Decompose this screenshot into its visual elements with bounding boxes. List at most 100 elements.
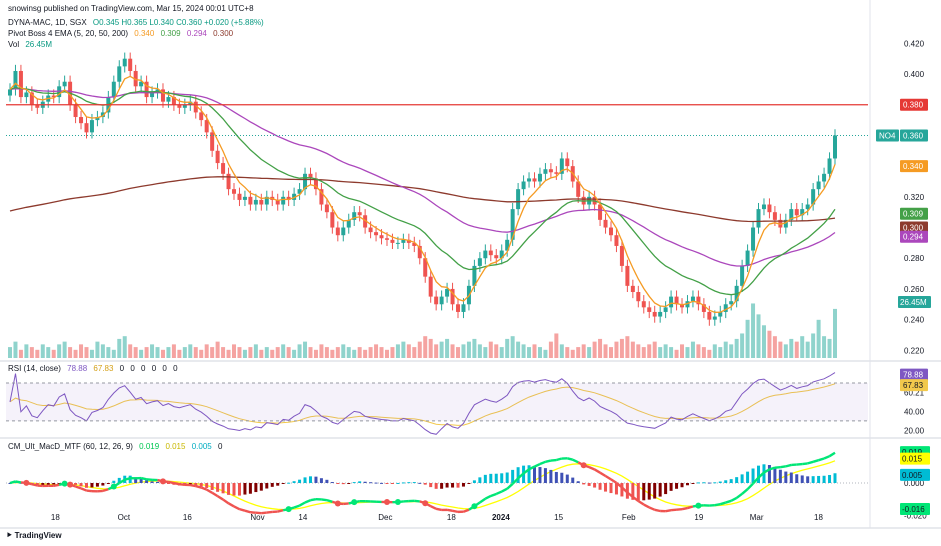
macd-line-segment xyxy=(539,460,546,466)
volume-bar xyxy=(232,344,237,358)
macd-tick-label: -0.020 xyxy=(904,512,927,521)
macd-hist-bar xyxy=(194,483,198,486)
macd-hist-bar xyxy=(156,481,160,483)
candle-body xyxy=(554,172,559,174)
macd-tag-text: 0.015 xyxy=(902,455,923,464)
candle-body xyxy=(461,304,466,312)
volume-bar xyxy=(144,347,149,358)
macd-hist-bar xyxy=(707,482,711,484)
symbol-text[interactable]: DYNA-MAC, 1D, SGX xyxy=(8,18,87,27)
volume-bar xyxy=(106,347,111,358)
axis-pane: 0.420 0.400 0.380 0.360 0.340 0.320 0.300 0.280… xyxy=(0,0,941,529)
macd-line-segment xyxy=(298,501,306,507)
macd-hist-bar xyxy=(248,483,252,494)
volume-bar xyxy=(35,349,40,358)
volume-bar xyxy=(811,333,816,358)
candle-body xyxy=(630,285,635,292)
rsi-extra-5: 0 xyxy=(162,364,167,373)
macd-hist-bar xyxy=(8,483,12,484)
volume-bar xyxy=(68,347,73,358)
volume-bar xyxy=(619,338,624,358)
candle-body xyxy=(144,81,149,98)
macd-tag-text: 0.005 xyxy=(902,471,923,480)
macd-hist-bar xyxy=(691,483,695,484)
candle-body xyxy=(494,255,499,259)
macd-hist-bar xyxy=(227,483,231,495)
tradingview-logo[interactable]: ⯈ TradingView xyxy=(6,531,62,541)
macd-hist-bar xyxy=(52,483,56,485)
macd-line-segment xyxy=(195,484,202,489)
ema20-value: 0.309 xyxy=(160,29,181,38)
macd-hist-bar xyxy=(685,483,689,486)
candle-body xyxy=(79,117,84,124)
candle-body xyxy=(647,307,652,312)
macd-hist-bar xyxy=(243,483,247,495)
candle-body xyxy=(313,178,318,190)
macd-line-segment xyxy=(31,483,38,487)
rsi-legend: RSI (14, close) 78.88 67.83 0 0 0 0 0 0 xyxy=(8,364,182,373)
macd-line-segment xyxy=(725,499,732,504)
candle-body xyxy=(401,239,406,243)
macd-line-segment xyxy=(643,503,650,509)
macd-cross-dot xyxy=(383,499,390,506)
macd-line-segment xyxy=(200,486,208,491)
macd-hist-bar xyxy=(210,483,214,490)
time-tick-label: 19 xyxy=(694,513,703,522)
time-tick-label: Dec xyxy=(378,513,392,522)
volume-bar xyxy=(352,349,357,358)
vol-label[interactable]: Vol xyxy=(8,40,20,49)
macd-line-segment xyxy=(206,488,213,494)
volume-bar xyxy=(401,341,406,358)
ema-label[interactable]: Pivot Boss 4 EMA (5, 20, 50, 200) xyxy=(8,29,129,38)
candle-body xyxy=(423,258,428,277)
macd-hist-bar xyxy=(598,483,602,490)
macd-tag-box xyxy=(900,468,930,481)
candle-body xyxy=(723,304,728,312)
published-line: snowinsg published on TradingView.com, M… xyxy=(8,4,258,13)
macd-hist-bar xyxy=(560,472,564,483)
volume-bar xyxy=(663,344,668,358)
volume-bar xyxy=(718,347,723,358)
candle-body xyxy=(789,209,794,220)
macd-hist-bar xyxy=(412,482,416,484)
ema20-line xyxy=(9,86,836,296)
macd-line-segment xyxy=(430,505,437,510)
candle-body xyxy=(193,101,198,113)
time-tick-label: 14 xyxy=(298,513,307,522)
candle-body xyxy=(794,209,799,216)
candle-body xyxy=(363,215,368,228)
candle-body xyxy=(527,178,532,182)
volume-bar xyxy=(488,341,493,358)
price-tick-label: 0.320 xyxy=(904,193,925,202)
volume-bar xyxy=(505,338,510,358)
macd-hist-bar xyxy=(817,475,821,483)
macd-label[interactable]: CM_Ult_MacD_MTF (60, 12, 26, 9) xyxy=(8,442,133,451)
tv-brand: TradingView xyxy=(14,531,62,540)
candle-body xyxy=(275,199,280,205)
volume-bar xyxy=(215,341,220,358)
candle-body xyxy=(8,89,12,96)
volume-bar xyxy=(117,338,122,358)
volume-bar xyxy=(581,344,586,358)
volume-bar xyxy=(527,347,532,358)
macd-hist-bar xyxy=(735,477,739,483)
candle-body xyxy=(805,204,810,210)
macd-hist-bar xyxy=(292,481,296,483)
vol-value: 26.45M xyxy=(25,40,53,49)
rsi-pane xyxy=(6,382,868,422)
macd-line-segment xyxy=(233,505,241,511)
macd-line-segment xyxy=(637,500,645,506)
macd-line-segment xyxy=(168,480,175,485)
candle-body xyxy=(357,212,362,216)
volume-bar xyxy=(827,338,832,358)
macd-hist-bar xyxy=(729,479,733,483)
rsi-label[interactable]: RSI (14, close) xyxy=(8,364,61,373)
macd-cross-dot xyxy=(61,480,68,487)
volume-bar xyxy=(614,341,619,358)
volume-bar xyxy=(756,314,761,358)
volume-tag-box xyxy=(898,296,931,308)
macd-line-segment xyxy=(484,494,492,500)
macd-line-segment xyxy=(463,508,470,513)
macd-line-segment xyxy=(490,492,497,498)
macd-hist-bar xyxy=(401,482,405,484)
